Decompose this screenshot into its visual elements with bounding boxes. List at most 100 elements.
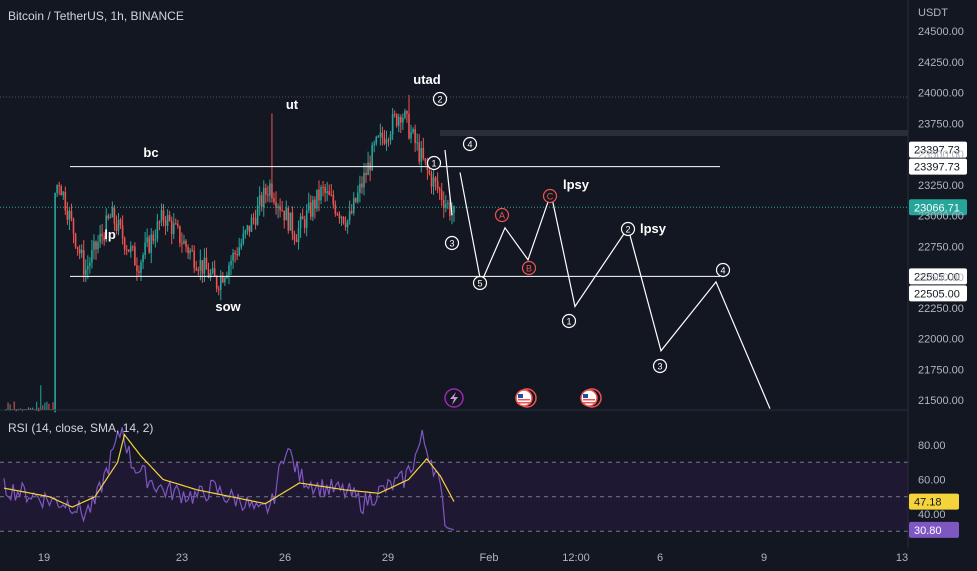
candle-body	[404, 111, 406, 118]
candle-body	[83, 250, 85, 275]
candle-body	[439, 189, 441, 191]
candle-body	[189, 250, 191, 253]
high-zone	[440, 130, 908, 136]
candle-body	[431, 174, 433, 187]
candle-body	[118, 220, 120, 231]
candle-body	[163, 210, 165, 220]
candle-body	[263, 188, 265, 207]
candle-body	[406, 111, 408, 114]
candle-body	[75, 234, 77, 247]
candle-body	[206, 258, 208, 270]
candle-body	[110, 217, 112, 218]
price-tag-label: 22505.00	[914, 288, 960, 300]
candle-body	[339, 214, 341, 218]
candle-body	[134, 247, 136, 266]
candle-body	[392, 114, 394, 134]
wave-marker-label: 1	[431, 159, 436, 169]
wyckoff-label: sow	[215, 299, 241, 314]
price-tick-label: 24500.00	[918, 26, 964, 38]
candle-body	[181, 243, 183, 244]
time-tick-label: 23	[176, 552, 188, 564]
candle-body	[214, 268, 216, 276]
price-tick-label: 21750.00	[918, 364, 964, 376]
candle-body	[382, 133, 384, 138]
candle-body	[157, 222, 159, 240]
candle-body	[173, 223, 175, 234]
candle-body	[420, 148, 422, 162]
candle-body	[85, 269, 87, 274]
candle-body	[218, 289, 220, 290]
candle-body	[412, 129, 414, 132]
candle-body	[318, 190, 320, 201]
candle-body	[351, 211, 353, 213]
candle-body	[359, 184, 361, 193]
candle-body	[294, 233, 296, 239]
candle-body	[177, 224, 179, 226]
candle-body	[388, 140, 390, 141]
rsi-tick-label: 40.00	[918, 509, 946, 521]
candle-body	[71, 211, 73, 219]
candle-body	[402, 118, 404, 123]
candle-body	[267, 194, 269, 195]
candle-body	[216, 277, 218, 289]
candle-body	[89, 263, 91, 266]
candle-body	[69, 211, 71, 220]
candle-body	[185, 241, 187, 247]
candle-body	[433, 177, 435, 186]
candle-body	[423, 148, 425, 158]
price-tick-label: 24250.00	[918, 57, 964, 69]
wave-marker-label: 3	[449, 239, 454, 249]
candle-body	[343, 217, 345, 223]
candle-body	[290, 213, 292, 231]
rsi-title[interactable]: RSI (14, close, SMA, 14, 2)	[8, 421, 153, 435]
candle-body	[310, 203, 312, 217]
candle-body	[285, 208, 287, 220]
wave-marker-label: 3	[657, 362, 662, 372]
candle-body	[347, 220, 349, 227]
candle-body	[142, 255, 144, 262]
candle-body	[202, 260, 204, 274]
wave-marker-label: 4	[720, 266, 725, 276]
candle-body	[144, 242, 146, 255]
candle-body	[380, 133, 382, 137]
candle-body	[222, 276, 224, 282]
candle-body	[416, 142, 418, 143]
rsi-band	[0, 462, 908, 530]
time-tick-label: 6	[657, 552, 663, 564]
price-tick-label: 21500.00	[918, 395, 964, 407]
candle-body	[386, 140, 388, 144]
time-tick-label: 13	[896, 552, 908, 564]
price-tick-label: 23000.00	[918, 211, 964, 223]
candle-body	[257, 205, 259, 224]
candle-body	[333, 195, 335, 204]
candle-body	[373, 144, 375, 145]
candle-body	[320, 187, 322, 200]
price-tick-label: 22500.00	[918, 272, 964, 284]
candle-body	[107, 216, 109, 219]
candle-body	[330, 195, 332, 196]
candle-body	[240, 243, 242, 247]
candle-body	[242, 234, 244, 244]
candle-body	[302, 216, 304, 219]
candle-body	[220, 276, 222, 290]
candle-body	[210, 273, 212, 278]
candle-body	[150, 235, 152, 253]
candle-body	[298, 228, 300, 242]
candle-body	[249, 226, 251, 232]
candle-body	[169, 215, 171, 221]
candle-body	[126, 249, 128, 250]
symbol-title[interactable]: Bitcoin / TetherUS, 1h, BINANCE	[8, 9, 184, 23]
candle-body	[175, 223, 177, 224]
candle-body	[138, 271, 140, 273]
candle-body	[283, 211, 285, 221]
wave-marker-label: 4	[467, 140, 472, 150]
rsi-tick-label: 60.00	[918, 475, 946, 487]
currency-label: USDT	[918, 7, 948, 19]
abc-marker-label: B	[526, 264, 532, 274]
candle-body	[316, 190, 318, 209]
wyckoff-label: lp	[104, 227, 116, 242]
wyckoff-label: lpsy	[563, 177, 590, 192]
candle-body	[73, 218, 75, 233]
candle-body	[341, 217, 343, 218]
